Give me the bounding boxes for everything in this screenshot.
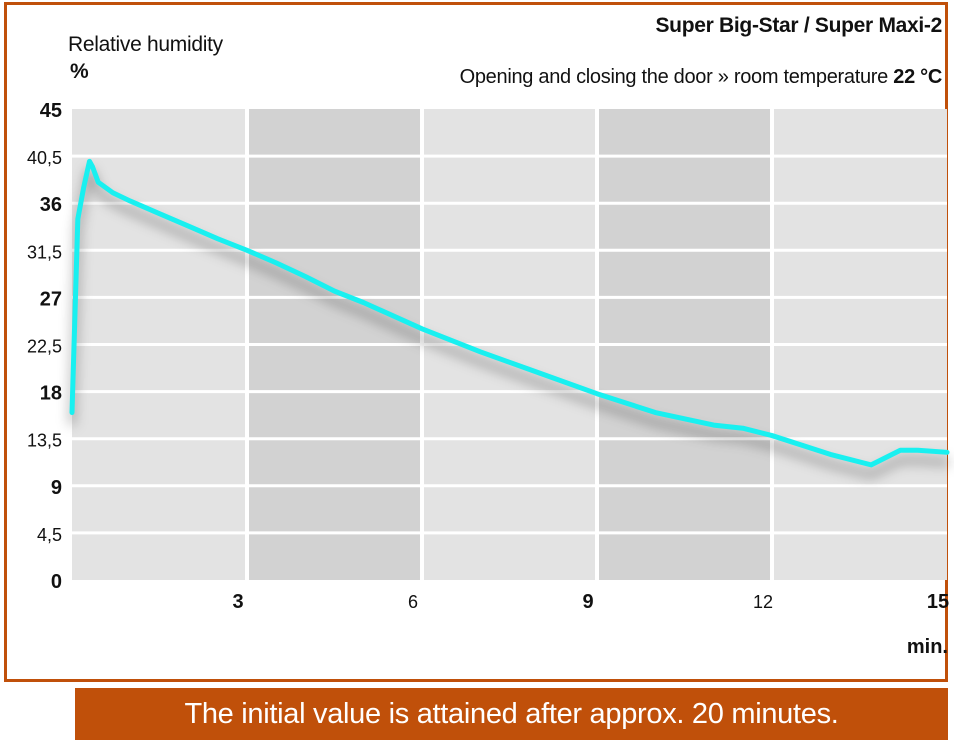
y-axis-label: Relative humidity — [68, 33, 223, 56]
humidity-series-line — [69, 158, 950, 468]
chart-subtitle: Opening and closing the door » room temp… — [459, 66, 943, 89]
y-tick-label: 9 — [51, 477, 62, 499]
series-line-shadow — [69, 168, 950, 478]
y-tick-label: 4,5 — [37, 525, 62, 545]
x-tick-label: 6 — [408, 592, 418, 612]
y-tick-label: 22,5 — [27, 337, 62, 357]
y-tick-label: 31,5 — [27, 242, 62, 262]
y-tick-label: 27 — [40, 288, 62, 310]
y-tick-label: 40,5 — [27, 148, 62, 168]
subtitle-text: Opening and closing the door » room temp… — [459, 66, 894, 88]
y-tick-label: 45 — [40, 100, 62, 122]
y-tick-label: 0 — [51, 571, 62, 593]
x-tick-label: 15 — [927, 591, 949, 613]
brand-title: Super Big-Star / Super Maxi-2 — [655, 14, 942, 37]
info-banner: The initial value is attained after appr… — [75, 688, 948, 740]
y-tick-label: 13,5 — [27, 431, 62, 451]
x-tick-label: 3 — [232, 591, 243, 613]
y-tick-label: 36 — [40, 194, 62, 216]
y-tick-label: 18 — [40, 383, 62, 405]
x-axis-unit: min. — [906, 636, 948, 658]
x-tick-label: 12 — [753, 592, 773, 612]
x-tick-label: 9 — [582, 591, 593, 613]
banner-text: The initial value is attained after appr… — [184, 697, 839, 730]
room-temperature-value: 22 °C — [893, 66, 942, 88]
y-axis-unit: % — [70, 60, 89, 83]
